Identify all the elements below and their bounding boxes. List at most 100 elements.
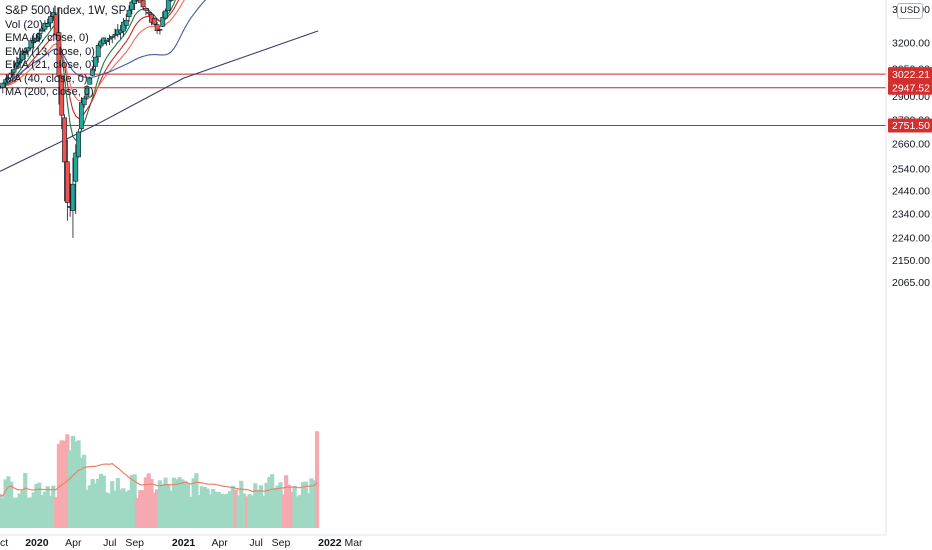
volume-bar: [68, 450, 73, 528]
volume-bar: [56, 443, 62, 528]
candle: [123, 13, 129, 30]
volume-bar: [292, 485, 297, 528]
volume-bar: [149, 478, 154, 528]
volume-bar: [28, 497, 33, 528]
volume-ma-line: [0, 462, 318, 498]
volume-bar: [54, 497, 59, 528]
currency-label[interactable]: USD: [897, 3, 923, 19]
volume-bar: [23, 473, 28, 528]
volume-bar: [143, 477, 148, 528]
volume-bar: [174, 479, 179, 528]
ema13-line: [0, 0, 180, 119]
volume-bar: [9, 481, 14, 528]
volume-bar: [93, 483, 98, 528]
candle: [95, 43, 101, 63]
level-tag: [888, 118, 932, 133]
volume-bar: [101, 475, 106, 528]
volume-bar: [107, 493, 112, 528]
volume-bar: [309, 478, 314, 528]
candle: [92, 56, 98, 72]
candle: [160, 11, 166, 27]
candle: [14, 56, 20, 70]
legend-ma40[interactable]: MA (40, close, 0): [5, 72, 88, 85]
volume-bar: [157, 480, 163, 528]
candle: [84, 84, 90, 100]
legend-ma200[interactable]: MA (200, close, 0): [5, 86, 94, 98]
volume-bar: [135, 497, 140, 528]
volume-bar: [82, 454, 87, 528]
volume-bar: [124, 491, 129, 528]
candle: [59, 75, 65, 130]
volume-bar: [180, 479, 185, 528]
volume-bar: [6, 476, 11, 528]
candle: [11, 63, 17, 79]
legend-title[interactable]: S&P 500 Index, 1W, SP: [5, 5, 127, 17]
volume-bar: [281, 494, 286, 528]
legend-ema13[interactable]: EMA (13, close, 0): [5, 45, 95, 58]
volume-bar: [146, 473, 151, 528]
volume-bar: [3, 479, 8, 528]
volume-bar: [183, 480, 188, 528]
volume-bar: [37, 482, 42, 528]
y-tick-label: 2660.00: [892, 138, 930, 150]
x-tick-label: Jul: [103, 537, 116, 549]
candle: [6, 74, 11, 80]
volume-bar: [104, 492, 109, 528]
volume-bar: [166, 483, 171, 528]
volume-bar: [39, 495, 45, 528]
candle: [17, 53, 23, 65]
volume-bar: [112, 490, 118, 528]
volume-bar: [152, 492, 157, 528]
volume-bar: [185, 483, 191, 528]
volume-bar: [197, 495, 202, 528]
volume-bar: [79, 457, 84, 528]
volume-bar: [51, 485, 56, 528]
y-tick-label: 2440.00: [892, 186, 930, 198]
candle: [112, 28, 118, 40]
legend-vol[interactable]: Vol (20): [5, 18, 43, 31]
legend-ema21[interactable]: EMA (21, close, 0): [5, 59, 95, 71]
volume-bar: [25, 497, 31, 528]
volume-bar: [62, 440, 67, 528]
volume-bar: [202, 486, 207, 528]
volume-bar: [76, 440, 81, 528]
volume-bar: [48, 495, 53, 528]
candle: [157, 28, 163, 35]
horizontal-levels: [0, 73, 886, 126]
candle: [151, 17, 157, 26]
volume-bar: [11, 497, 17, 528]
ma200-line: [0, 30, 319, 172]
x-tick-label: Jul: [249, 537, 262, 549]
x-tick-label: Apr: [211, 537, 228, 549]
x-tick-label: Sep: [125, 537, 144, 549]
volume-bar: [194, 473, 199, 528]
volume-bar: [14, 497, 19, 528]
x-tick-label: 2022: [318, 537, 342, 549]
volume-bar: [31, 492, 36, 528]
candle: [104, 39, 110, 46]
y-tick-label: 2340.00: [892, 209, 930, 221]
volume-bar: [169, 490, 174, 528]
volume-bar: [298, 494, 303, 528]
volume-bar: [199, 486, 205, 528]
volume-bar: [286, 484, 292, 528]
volume-bar: [264, 482, 269, 528]
candle: [135, 0, 140, 2]
volume-bar: [250, 495, 255, 528]
volume-bar: [312, 480, 317, 528]
volume-bar: [284, 475, 289, 528]
volume-bar: [247, 493, 252, 528]
volume-bar: [155, 489, 160, 528]
volume-ma-path: [0, 462, 318, 498]
level-tag-label: 2751.50: [892, 120, 930, 132]
volume-bar: [138, 490, 143, 528]
candle: [81, 96, 87, 109]
indicator-legend: S&P 500 Index, 1W, SP Vol (20) EMA (8, c…: [5, 5, 126, 100]
legend-ema8[interactable]: EMA (8, close, 0): [5, 32, 89, 44]
volume-bar: [87, 485, 92, 528]
volume-bar: [216, 491, 221, 528]
candle: [121, 17, 126, 37]
volume-bar: [17, 493, 22, 528]
